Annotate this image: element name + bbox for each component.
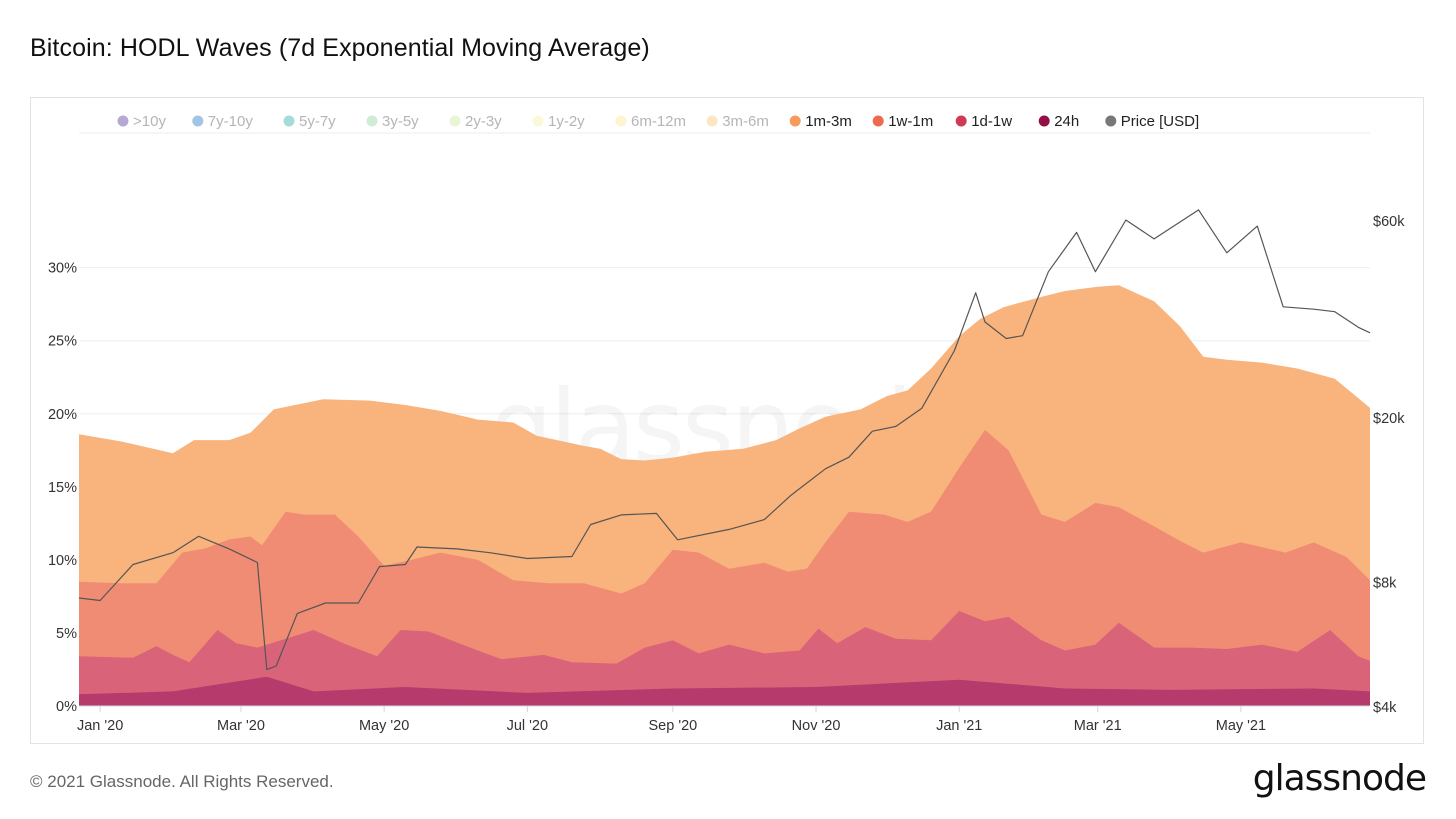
y-tick-label: 25% (48, 334, 77, 350)
legend-item[interactable]: 1w-1m (872, 113, 934, 130)
legend-item[interactable]: 3y-5y (366, 113, 420, 130)
y-tick-label: 10% (48, 553, 77, 569)
legend-swatch (872, 115, 884, 127)
legend-swatch (449, 115, 461, 127)
hodl-waves-chart: >10y 7y-10y 5y-7y 3y-5y 2y-3y 1y-2y 6m-12m 3m-6… (48, 113, 1405, 734)
chart-title: Bitcoin: HODL Waves (7d Exponential Movi… (30, 34, 650, 62)
y-right-tick-label: $20k (1373, 411, 1405, 427)
legend-item[interactable]: 6m-12m (615, 113, 687, 130)
x-tick-label: Sep '20 (648, 718, 697, 734)
legend-swatch (283, 115, 295, 127)
x-tick-label: May '21 (1216, 718, 1266, 734)
x-tick-label: Nov '20 (792, 718, 841, 734)
legend: >10y 7y-10y 5y-7y 3y-5y 2y-3y 1y-2y 6m-12m 3m-6… (79, 113, 1370, 134)
y-tick-label: 0% (56, 699, 77, 715)
legend-swatch (1105, 115, 1117, 127)
legend-swatch (532, 115, 544, 127)
legend-item[interactable]: 1y-2y (532, 113, 586, 130)
legend-swatch (366, 115, 378, 127)
legend-item[interactable]: 1m-3m (789, 113, 852, 130)
price-line (78, 209, 1371, 671)
legend-label: 24h (1054, 113, 1079, 130)
legend-item[interactable]: 5y-7y (283, 113, 337, 130)
x-tick-label: Mar '21 (1074, 718, 1122, 734)
legend-label: 5y-7y (299, 113, 336, 130)
y-tick-label: 20% (48, 407, 77, 423)
x-tick-label: May '20 (359, 718, 409, 734)
areas (79, 285, 1370, 706)
axes: 0% 5% 10% 15% 20% 25% 30% $4k $8k $20k $60k Jan '20… (48, 214, 1405, 734)
legend-swatch (192, 115, 204, 127)
legend-swatch (615, 115, 627, 127)
y-tick-label: 15% (48, 480, 77, 496)
legend-swatch (1038, 115, 1050, 127)
legend-item[interactable]: >10y (117, 113, 167, 130)
y-right-tick-label: $4k (1373, 700, 1397, 716)
legend-label: 3y-5y (382, 113, 419, 130)
legend-swatch (117, 115, 129, 127)
area-24h (79, 676, 1370, 706)
y-right-tick-label: $60k (1373, 214, 1405, 230)
copyright-footer: © 2021 Glassnode. All Rights Reserved. (30, 772, 334, 791)
legend-label: 1d-1w (971, 113, 1012, 130)
legend-label: 1y-2y (548, 113, 585, 130)
price-layer (78, 209, 1371, 671)
legend-label: 6m-12m (631, 113, 686, 130)
legend-item[interactable]: 24h (1038, 113, 1080, 130)
x-tick-label: Jul '20 (507, 718, 548, 734)
legend-label: 3m-6m (722, 113, 769, 130)
x-tick-label: Jan '21 (936, 718, 982, 734)
legend-item[interactable]: 3m-6m (706, 113, 769, 130)
legend-label: 2y-3y (465, 113, 502, 130)
glassnode-logo[interactable]: glassnode (1252, 758, 1427, 799)
legend-swatch (706, 115, 718, 127)
legend-label: Price [USD] (1121, 113, 1199, 130)
legend-label: 1m-3m (805, 113, 852, 130)
legend-label: >10y (133, 113, 166, 130)
legend-item[interactable]: Price [USD] (1105, 113, 1199, 130)
legend-swatch (789, 115, 801, 127)
y-tick-label: 30% (48, 261, 77, 277)
x-tick-label: Jan '20 (77, 718, 123, 734)
x-tick-label: Mar '20 (217, 718, 265, 734)
legend-label: 1w-1m (888, 113, 933, 130)
legend-item[interactable]: 2y-3y (449, 113, 503, 130)
legend-label: 7y-10y (208, 113, 254, 130)
y-tick-label: 5% (56, 626, 77, 642)
area-1d-1w (79, 611, 1370, 706)
chart-panel: >10y 7y-10y 5y-7y 3y-5y 2y-3y 1y-2y 6m-12m 3m-6… (30, 97, 1424, 744)
legend-item[interactable]: 7y-10y (192, 113, 253, 130)
legend-swatch (955, 115, 967, 127)
y-right-tick-label: $8k (1373, 576, 1397, 592)
legend-item[interactable]: 1d-1w (955, 113, 1013, 130)
